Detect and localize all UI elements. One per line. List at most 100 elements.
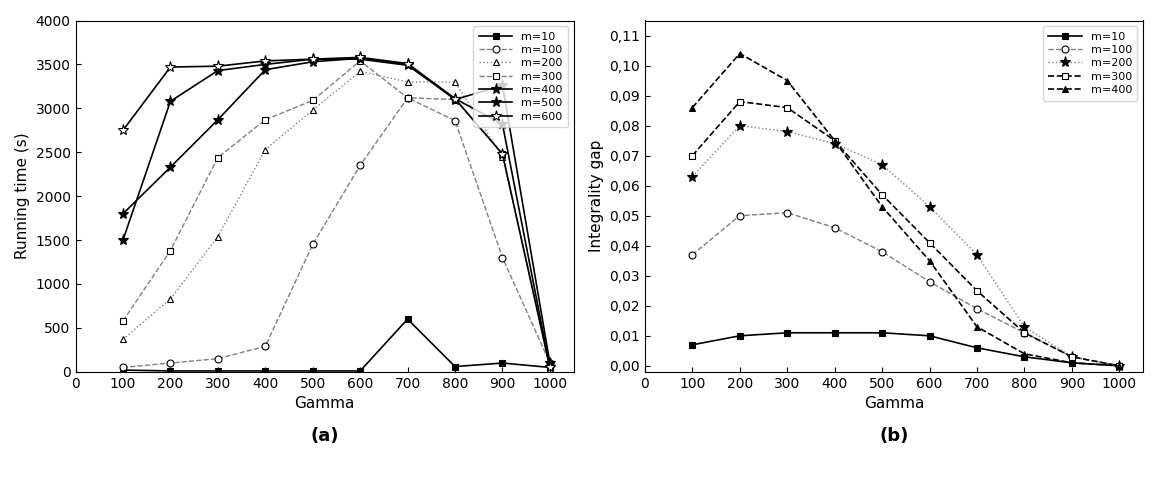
- m=10: [448, 364, 462, 369]
- m=300: [116, 318, 130, 324]
- m=600: [306, 56, 320, 62]
- Line: m=10: m=10: [689, 329, 1123, 369]
- m=300: [828, 138, 842, 144]
- m=500: [448, 96, 462, 101]
- m=10: [828, 330, 842, 336]
- m=10: [1018, 354, 1032, 360]
- Line: m=300: m=300: [689, 98, 1123, 369]
- Line: m=100: m=100: [119, 94, 554, 371]
- m=100: [496, 255, 510, 261]
- m=10: [306, 368, 320, 374]
- m=100: [733, 213, 747, 219]
- m=400: [1065, 360, 1079, 366]
- Title: (a): (a): [310, 427, 339, 445]
- m=600: [353, 54, 367, 60]
- Y-axis label: Integrality gap: Integrality gap: [588, 140, 603, 252]
- m=100: [780, 210, 794, 216]
- m=300: [875, 192, 889, 197]
- m=10: [401, 316, 415, 322]
- m=400: [733, 50, 747, 56]
- m=10: [211, 368, 225, 374]
- m=10: [543, 365, 557, 370]
- Line: m=200: m=200: [687, 120, 1124, 371]
- m=300: [686, 153, 699, 159]
- m=100: [1018, 330, 1032, 336]
- m=500: [211, 68, 225, 74]
- m=400: [686, 105, 699, 111]
- m=10: [163, 368, 177, 374]
- m=200: [258, 147, 272, 152]
- Legend: m=10, m=100, m=200, m=300, m=400, m=500, m=600: m=10, m=100, m=200, m=300, m=400, m=500,…: [474, 26, 569, 127]
- m=200: [923, 204, 937, 210]
- m=200: [163, 296, 177, 302]
- Legend: m=10, m=100, m=200, m=300, m=400: m=10, m=100, m=200, m=300, m=400: [1042, 26, 1137, 100]
- Line: m=600: m=600: [117, 52, 556, 373]
- m=600: [258, 58, 272, 64]
- m=300: [306, 98, 320, 103]
- m=200: [733, 122, 747, 128]
- m=600: [543, 365, 557, 370]
- Line: m=100: m=100: [689, 209, 1123, 369]
- m=100: [828, 225, 842, 231]
- m=300: [1113, 363, 1127, 369]
- m=10: [116, 367, 130, 373]
- m=300: [163, 247, 177, 253]
- m=500: [401, 62, 415, 68]
- Line: m=10: m=10: [119, 316, 554, 374]
- m=600: [116, 127, 130, 133]
- m=300: [211, 154, 225, 160]
- X-axis label: Gamma: Gamma: [294, 396, 354, 411]
- m=200: [116, 337, 130, 343]
- m=200: [1018, 324, 1032, 330]
- m=600: [448, 96, 462, 101]
- m=300: [496, 151, 510, 157]
- m=400: [543, 360, 557, 366]
- Line: m=200: m=200: [119, 68, 554, 367]
- m=200: [496, 154, 510, 160]
- m=300: [1065, 354, 1079, 360]
- m=200: [780, 129, 794, 135]
- m=400: [401, 61, 415, 67]
- m=100: [258, 343, 272, 349]
- m=500: [116, 237, 130, 243]
- Line: m=300: m=300: [119, 57, 554, 371]
- m=100: [1113, 363, 1127, 369]
- m=10: [923, 333, 937, 339]
- m=400: [448, 97, 462, 102]
- m=10: [496, 360, 510, 366]
- m=300: [923, 240, 937, 245]
- m=10: [780, 330, 794, 336]
- m=10: [686, 342, 699, 348]
- m=300: [733, 98, 747, 104]
- X-axis label: Gamma: Gamma: [864, 396, 924, 411]
- Y-axis label: Running time (s): Running time (s): [15, 133, 30, 260]
- m=300: [780, 105, 794, 111]
- m=300: [970, 288, 984, 294]
- m=200: [448, 79, 462, 85]
- m=300: [353, 58, 367, 64]
- m=100: [163, 360, 177, 366]
- m=400: [258, 67, 272, 73]
- m=100: [353, 163, 367, 169]
- m=100: [875, 249, 889, 255]
- m=100: [923, 279, 937, 285]
- m=600: [496, 151, 510, 157]
- Line: m=400: m=400: [689, 50, 1123, 369]
- m=400: [163, 164, 177, 170]
- m=200: [875, 162, 889, 168]
- m=400: [923, 258, 937, 264]
- m=200: [306, 107, 320, 113]
- m=10: [258, 368, 272, 374]
- m=200: [828, 141, 842, 147]
- m=400: [1018, 351, 1032, 357]
- m=200: [543, 360, 557, 366]
- m=400: [780, 77, 794, 83]
- m=500: [496, 121, 510, 127]
- m=500: [353, 56, 367, 62]
- m=100: [1065, 354, 1079, 360]
- m=400: [116, 211, 130, 217]
- Title: (b): (b): [879, 427, 909, 445]
- m=10: [970, 345, 984, 351]
- m=400: [353, 55, 367, 61]
- m=300: [401, 95, 415, 101]
